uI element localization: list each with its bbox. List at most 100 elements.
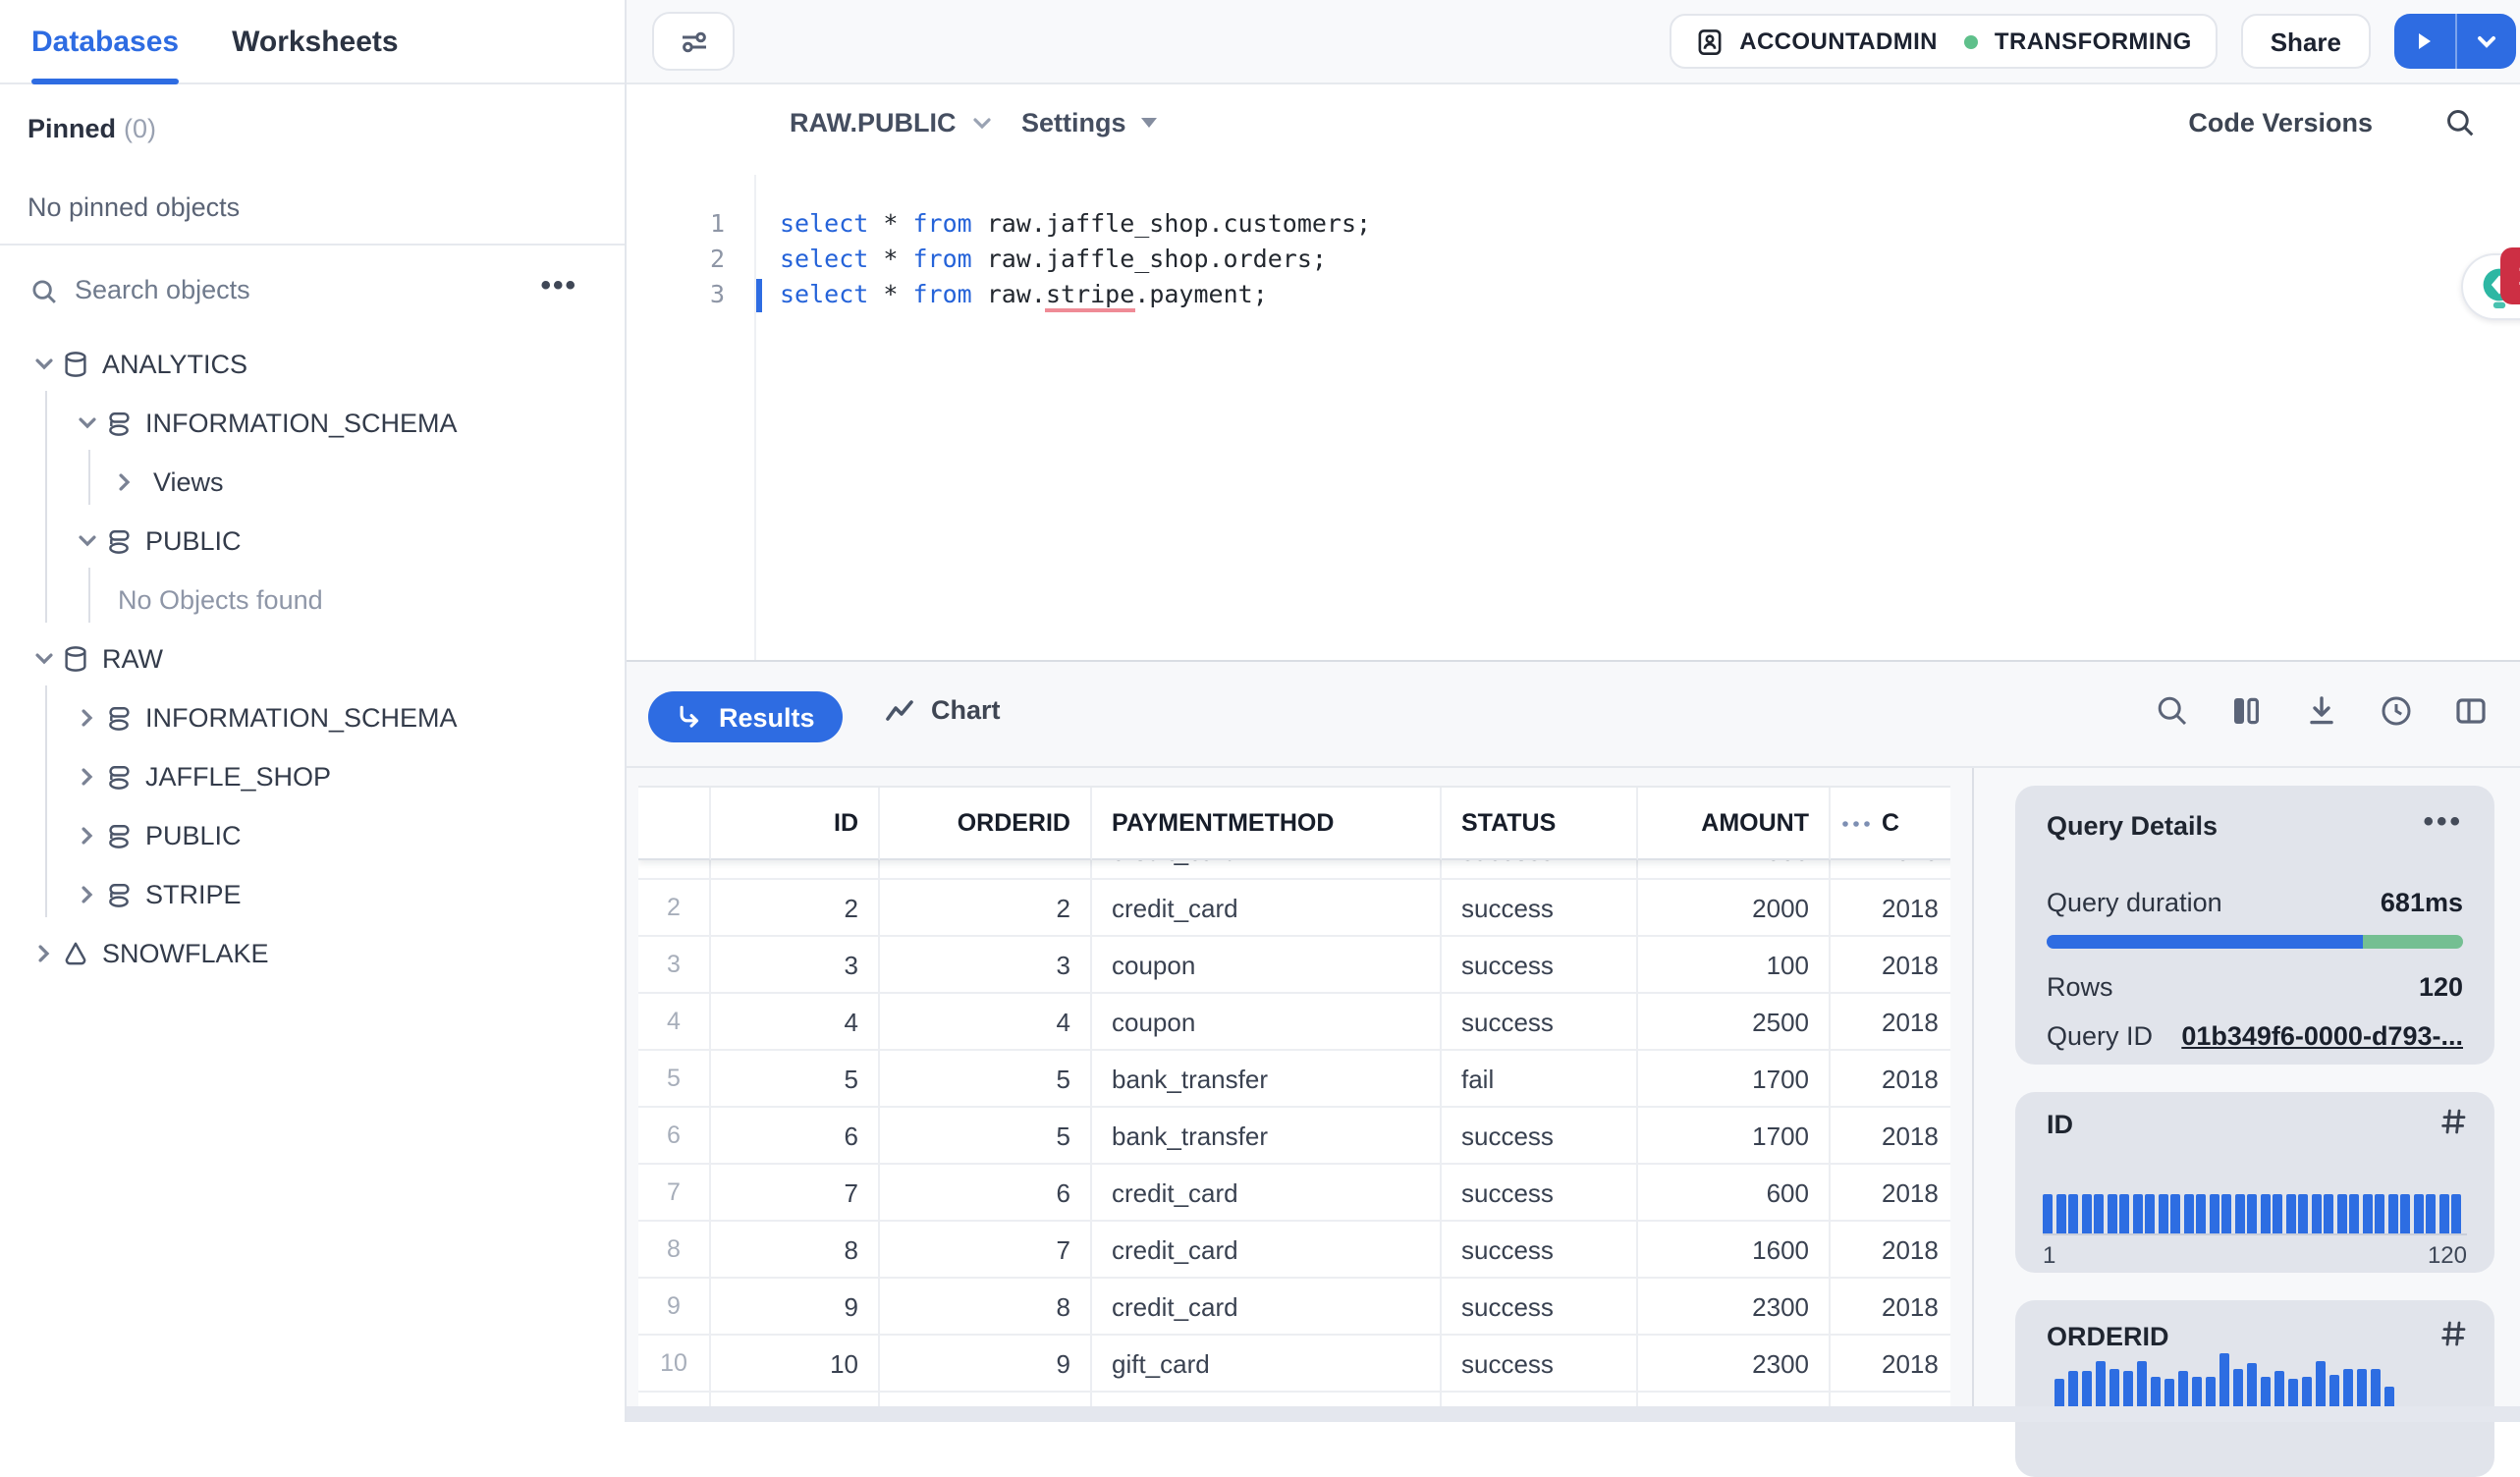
- run-button[interactable]: [2394, 14, 2454, 69]
- context-selector[interactable]: RAW.PUBLIC: [790, 108, 994, 137]
- chevron-right-icon[interactable]: [75, 764, 100, 790]
- table-cell[interactable]: 5: [880, 1108, 1092, 1165]
- table-cell[interactable]: 9: [711, 1279, 880, 1336]
- tree-item-raw[interactable]: RAW: [0, 630, 625, 689]
- table-cell[interactable]: 2018: [1831, 1051, 1950, 1108]
- table-cell[interactable]: 2300: [1638, 1279, 1831, 1336]
- tab-chart[interactable]: Chart: [884, 695, 1001, 725]
- chevron-right-icon[interactable]: [75, 882, 100, 907]
- columns-icon[interactable]: [2229, 693, 2265, 729]
- tab-databases[interactable]: Databases: [31, 0, 180, 84]
- table-cell[interactable]: 6: [880, 1165, 1092, 1222]
- sql-editor[interactable]: 1 select * from raw.jaffle_shop.customers…: [627, 175, 2520, 660]
- editor-hint-pill[interactable]: 1: [2461, 247, 2520, 320]
- table-cell[interactable]: credit_card: [1092, 1279, 1442, 1336]
- table-cell[interactable]: success: [1442, 994, 1638, 1051]
- split-panel-icon[interactable]: [2453, 693, 2489, 729]
- settings-dropdown[interactable]: Settings: [1021, 108, 1158, 137]
- table-cell[interactable]: 7: [880, 1222, 1092, 1279]
- table-cell[interactable]: success: [1442, 1108, 1638, 1165]
- table-cell[interactable]: bank_transfer: [1092, 1108, 1442, 1165]
- chevron-down-icon[interactable]: [75, 528, 100, 554]
- table-cell[interactable]: 3: [880, 937, 1092, 994]
- column-header-amount[interactable]: AMOUNT: [1638, 788, 1831, 860]
- table-cell[interactable]: 2018: [1831, 1165, 1950, 1222]
- table-cell[interactable]: 3: [711, 937, 880, 994]
- chevron-right-icon[interactable]: [31, 941, 57, 966]
- table-cell[interactable]: fail: [1442, 1051, 1638, 1108]
- table-cell[interactable]: 7: [711, 1165, 880, 1222]
- chevron-right-icon[interactable]: [75, 823, 100, 848]
- table-cell[interactable]: 2018: [1831, 994, 1950, 1051]
- sidebar-more-icon[interactable]: •••: [540, 269, 577, 302]
- history-clock-icon[interactable]: [2379, 693, 2414, 729]
- worksheet-options-button[interactable]: [652, 12, 735, 71]
- table-cell[interactable]: success: [1442, 1222, 1638, 1279]
- table-cell[interactable]: 4: [711, 994, 880, 1051]
- tree-item-snowflake[interactable]: SNOWFLAKE: [0, 925, 625, 984]
- table-cell[interactable]: [1092, 1393, 1442, 1406]
- table-cell[interactable]: 9: [880, 1336, 1092, 1393]
- code-line-3[interactable]: select * from raw.stripe.payment;: [780, 279, 1268, 312]
- table-cell[interactable]: 2500: [1638, 994, 1831, 1051]
- numeric-column-icon[interactable]: [2438, 1106, 2469, 1137]
- table-cell[interactable]: [1442, 1393, 1638, 1406]
- column-header-paymentmethod[interactable]: PAYMENTMETHOD: [1092, 788, 1442, 860]
- search-input[interactable]: Search objects: [75, 275, 250, 304]
- search-objects-row[interactable]: Search objects •••: [0, 263, 625, 318]
- table-cell[interactable]: 600: [1638, 1165, 1831, 1222]
- editor-search-icon[interactable]: [2443, 106, 2477, 139]
- table-cell[interactable]: [880, 1393, 1092, 1406]
- table-cell[interactable]: 2: [880, 880, 1092, 937]
- tree-item-analytics[interactable]: ANALYTICS: [0, 336, 625, 395]
- table-cell[interactable]: success: [1442, 1165, 1638, 1222]
- chevron-down-icon[interactable]: [75, 410, 100, 436]
- table-cell[interactable]: 2018: [1831, 1279, 1950, 1336]
- tree-item-public[interactable]: PUBLIC: [0, 807, 625, 866]
- table-cell[interactable]: 2018: [1831, 1108, 1950, 1165]
- table-cell[interactable]: 8: [711, 1222, 880, 1279]
- table-cell[interactable]: [1638, 1393, 1831, 1406]
- table-cell[interactable]: 2: [711, 880, 880, 937]
- code-line-2[interactable]: select * from raw.jaffle_shop.orders;: [780, 244, 1327, 273]
- table-cell[interactable]: 2018: [1831, 937, 1950, 994]
- tree-item-views[interactable]: Views: [0, 454, 625, 513]
- column-header-id[interactable]: ID: [711, 788, 880, 860]
- table-cell[interactable]: 10: [711, 1336, 880, 1393]
- share-button[interactable]: Share: [2240, 14, 2371, 69]
- table-cell[interactable]: 100: [1638, 937, 1831, 994]
- column-header-c[interactable]: C: [1831, 788, 1950, 860]
- table-cell[interactable]: 2018: [1831, 880, 1950, 937]
- tab-worksheets[interactable]: Worksheets: [232, 25, 399, 58]
- table-cell[interactable]: 6: [711, 1108, 880, 1165]
- table-cell[interactable]: success: [1442, 880, 1638, 937]
- chevron-right-icon[interactable]: [112, 469, 137, 495]
- column-menu-icon[interactable]: [1840, 819, 1872, 829]
- tree-item-jaffle-shop[interactable]: JAFFLE_SHOP: [0, 748, 625, 807]
- download-icon[interactable]: [2304, 693, 2339, 729]
- table-cell[interactable]: 2000: [1638, 880, 1831, 937]
- numeric-column-icon[interactable]: [2438, 1318, 2469, 1349]
- table-cell[interactable]: 2300: [1638, 1336, 1831, 1393]
- table-cell[interactable]: [1831, 1393, 1950, 1406]
- run-options-button[interactable]: [2456, 14, 2516, 69]
- table-cell[interactable]: credit_card: [1092, 1165, 1442, 1222]
- tree-item-information-schema[interactable]: INFORMATION_SCHEMA: [0, 689, 625, 748]
- id-histogram[interactable]: [2043, 1155, 2467, 1233]
- table-cell[interactable]: 2018: [1831, 1222, 1950, 1279]
- panel-resize-divider[interactable]: [1972, 768, 1974, 1422]
- query-id-link[interactable]: 01b349f6-0000-d793-...: [2181, 1021, 2463, 1051]
- table-cell[interactable]: success: [1442, 1279, 1638, 1336]
- column-header-orderid[interactable]: ORDERID: [880, 788, 1092, 860]
- horizontal-scrollbar[interactable]: [627, 1406, 2520, 1422]
- role-warehouse-button[interactable]: ACCOUNTADMIN TRANSFORMING: [1669, 14, 2218, 69]
- tree-item-information-schema[interactable]: INFORMATION_SCHEMA: [0, 395, 625, 454]
- table-cell[interactable]: coupon: [1092, 994, 1442, 1051]
- table-cell[interactable]: credit_card: [1092, 880, 1442, 937]
- table-cell[interactable]: 1600: [1638, 1222, 1831, 1279]
- table-cell[interactable]: 2018: [1831, 1336, 1950, 1393]
- code-versions-button[interactable]: Code Versions: [2188, 108, 2373, 137]
- chevron-down-icon[interactable]: [31, 352, 57, 377]
- table-cell[interactable]: gift_card: [1092, 1336, 1442, 1393]
- table-cell[interactable]: 4: [880, 994, 1092, 1051]
